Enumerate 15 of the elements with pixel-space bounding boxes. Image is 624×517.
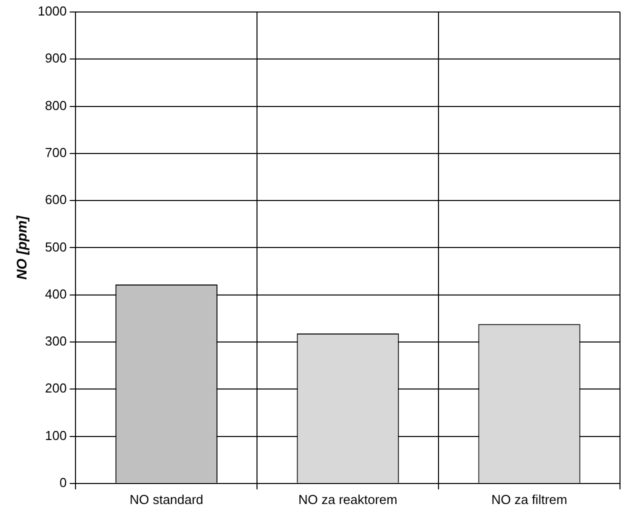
y-tick-label: 1000 <box>38 4 67 19</box>
y-tick-label: 300 <box>45 334 67 349</box>
x-tick-label: NO za reaktorem <box>298 492 398 507</box>
x-tick-label: NO standard <box>130 492 204 507</box>
x-tick-label: NO za filtrem <box>491 492 568 507</box>
y-tick-label: 100 <box>45 428 67 443</box>
y-tick-label: 800 <box>45 98 67 113</box>
y-tick-label: 900 <box>45 50 67 66</box>
y-axis-title: NO [ppm] <box>13 214 30 280</box>
y-tick-label: 700 <box>45 145 67 160</box>
y-tick-label: 500 <box>45 239 67 254</box>
y-tick-label: 0 <box>59 474 67 490</box>
y-tick-label: 400 <box>45 286 67 302</box>
y-tick-label: 200 <box>45 380 67 396</box>
y-tick-label: 600 <box>45 192 67 208</box>
